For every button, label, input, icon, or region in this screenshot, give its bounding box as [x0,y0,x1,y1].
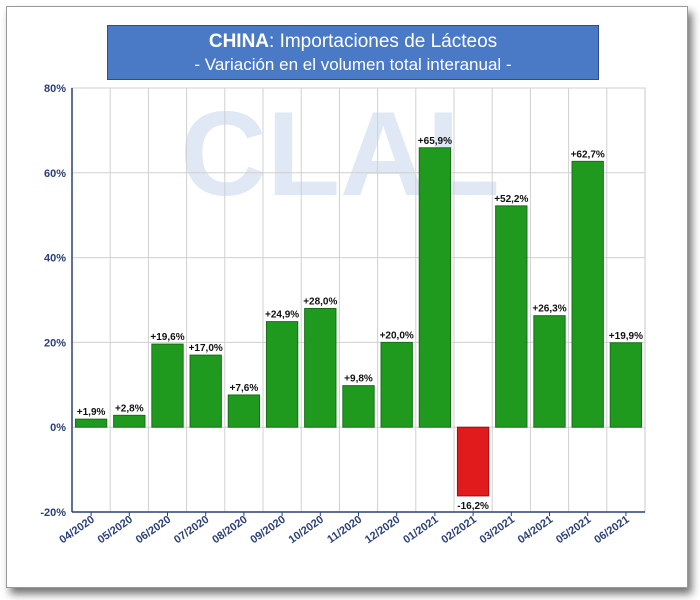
data-label: +17,0% [189,343,223,354]
data-label: +26,3% [532,304,566,315]
bar [456,426,490,497]
x-tick-label: 09/2020 [248,514,287,547]
bar [151,343,184,428]
x-tick-label: 01/2021 [401,514,440,547]
x-tick-label: 03/2021 [478,514,517,547]
bar [533,315,566,428]
x-tick-label: 04/2021 [516,514,555,547]
bar [227,394,261,428]
x-tick-label: 05/2020 [96,514,135,547]
data-label: +24,9% [265,310,299,321]
title-main: Importaciones de Lácteos [279,31,498,52]
data-label: +9,8% [344,374,373,385]
bar [571,160,604,428]
chart-subtitle: - Variación en el volumen total interanu… [194,55,512,74]
y-tick-label: 0% [50,422,66,434]
bar [189,354,222,428]
data-label: +2,8% [115,403,144,414]
data-label: +19,9% [609,331,643,342]
watermark-logo: CLAL [180,87,500,221]
y-tick-label: 20% [44,337,66,349]
bar [304,307,337,428]
data-label: -16,2% [457,501,489,512]
data-label: +19,6% [150,332,184,343]
y-tick-label: 60% [44,168,66,180]
y-tick-label: 80% [44,83,66,95]
data-label: +28,0% [303,296,337,307]
y-tick-label: 40% [44,253,66,265]
bar [495,205,528,428]
bar [265,321,299,428]
bar [113,414,146,428]
title-country: CHINA [208,31,270,52]
x-tick-label: 10/2020 [287,514,326,547]
x-tick-label: 07/2020 [172,514,211,547]
chart-title-box: CHINA: Importaciones de Lácteos - Variac… [107,25,599,80]
x-tick-label: 05/2021 [554,514,593,547]
bar [609,342,643,428]
data-labels: +1,9% +2,8% +19,6% +17,0% +7,6% +24,9% +28,0% +… [77,136,643,512]
bar [74,418,108,428]
bars [74,147,643,497]
x-tick-label: 02/2021 [439,514,478,547]
bar [342,385,375,428]
chart-title: CHINA: Importaciones de Lácteos [108,31,598,53]
x-tick-label: 06/2021 [592,514,631,547]
data-label: +7,6% [230,383,259,394]
x-tick-label: 08/2020 [210,514,249,547]
title-colon: : [269,31,280,52]
x-tick-label: 06/2020 [134,514,173,547]
x-tick-label: 11/2020 [325,514,364,546]
x-tick-label: 12/2020 [363,514,402,547]
y-tick-label: -20% [40,507,66,519]
data-label: +65,9% [418,136,452,147]
data-label: +20,0% [380,330,414,341]
data-label: +52,2% [494,194,528,205]
data-label: +62,7% [571,149,605,160]
bar [380,341,413,428]
data-label: +1,9% [77,407,106,418]
bar [418,147,452,428]
